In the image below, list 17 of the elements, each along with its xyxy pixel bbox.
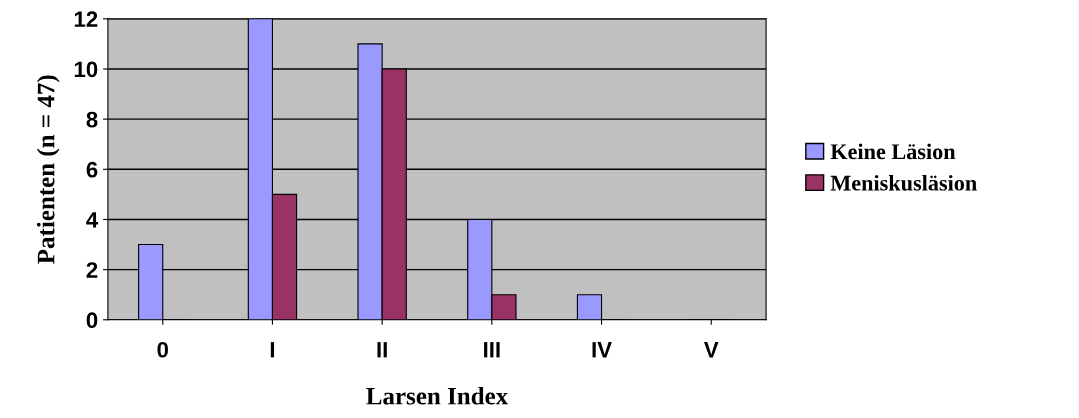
y-tick-label: 8 bbox=[86, 111, 98, 128]
legend-label: Keine Läsion bbox=[830, 143, 956, 160]
x-tick-label: IV bbox=[592, 342, 612, 358]
y-tick-label: 10 bbox=[74, 61, 98, 78]
legend-label: Meniskusläsion bbox=[830, 174, 977, 191]
y-tick-label: 12 bbox=[74, 11, 98, 27]
x-tick-label: V bbox=[703, 342, 719, 358]
y-tick-label: 4 bbox=[86, 212, 99, 228]
y-tick-label: 0 bbox=[86, 312, 98, 329]
x-tick-label: 0 bbox=[157, 341, 169, 358]
x-axis-title: Larsen Index bbox=[366, 387, 509, 405]
y-tick-label: 2 bbox=[86, 262, 98, 278]
x-tick-label: II bbox=[377, 342, 387, 358]
y-axis-title: Patienten (n = 47) bbox=[36, 75, 60, 264]
y-tick-label: 6 bbox=[86, 161, 98, 178]
x-tick-label: I bbox=[270, 342, 275, 358]
x-tick-label: III bbox=[484, 342, 500, 358]
